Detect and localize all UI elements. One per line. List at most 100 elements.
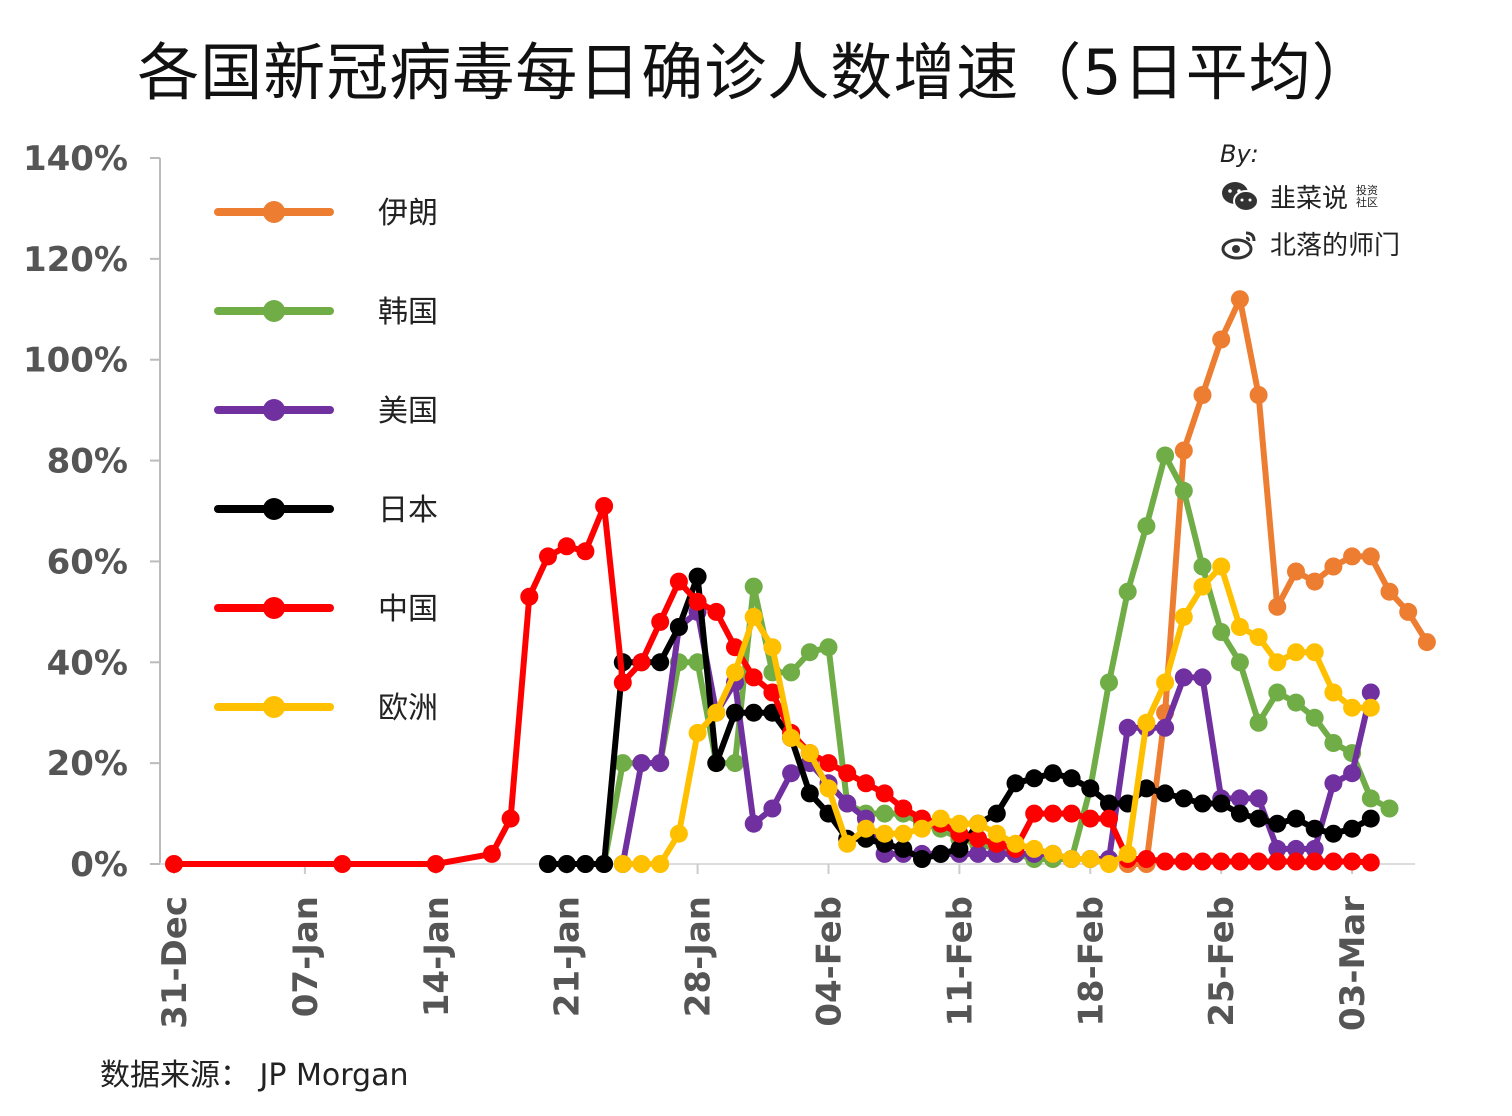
- data-point: [1100, 673, 1118, 692]
- weibo-icon: [1221, 231, 1256, 259]
- data-point: [1118, 582, 1137, 601]
- data-point: [1043, 804, 1062, 823]
- data-point: [707, 754, 726, 773]
- data-point: [987, 804, 1006, 823]
- data-point: [1081, 809, 1100, 828]
- data-point: [1156, 852, 1175, 871]
- data-point: [576, 855, 595, 873]
- credit-by: By:: [1220, 140, 1259, 168]
- data-point: [800, 643, 819, 662]
- x-tick-label: 11-Feb: [940, 896, 980, 1027]
- data-point: [1287, 839, 1305, 858]
- data-point: [1193, 852, 1212, 871]
- data-point: [782, 764, 801, 783]
- data-point: [763, 799, 782, 818]
- data-point: [1249, 628, 1268, 647]
- data-point: [595, 497, 614, 515]
- data-point: [520, 587, 539, 606]
- data-point: [1380, 582, 1399, 601]
- data-point: [1137, 779, 1156, 798]
- data-point: [1174, 789, 1193, 808]
- data-point: [1043, 764, 1062, 783]
- data-point: [950, 839, 969, 858]
- data-point: [856, 774, 875, 793]
- data-point: [913, 819, 931, 838]
- data-point: [1137, 713, 1156, 732]
- data-point: [1193, 577, 1212, 596]
- data-point: [688, 592, 707, 611]
- data-point: [763, 683, 782, 702]
- chart-title: 各国新冠病毒每日确诊人数增速（5日平均）: [137, 36, 1375, 109]
- data-point: [1343, 698, 1362, 717]
- series-0: [1118, 290, 1436, 873]
- data-point: [482, 844, 501, 863]
- data-point: [744, 607, 763, 626]
- data-point: [1230, 789, 1249, 808]
- data-point: [1249, 809, 1268, 828]
- data-point: [1025, 804, 1044, 823]
- data-point: [1230, 290, 1249, 309]
- data-point: [595, 855, 614, 873]
- data-point: [426, 855, 445, 873]
- data-point: [744, 703, 763, 722]
- data-point: [1361, 809, 1380, 828]
- data-point: [632, 653, 651, 672]
- data-point: [1324, 557, 1343, 576]
- data-point: [819, 779, 838, 798]
- data-point: [969, 814, 988, 833]
- legend-item: 美国: [214, 394, 438, 429]
- data-point: [501, 809, 520, 828]
- legend-marker: [263, 696, 285, 718]
- data-point: [1230, 618, 1249, 636]
- data-point: [1324, 852, 1343, 871]
- data-point: [669, 824, 688, 843]
- legend-marker: [263, 399, 285, 421]
- data-point: [1361, 789, 1380, 808]
- data-point: [838, 794, 857, 813]
- data-point: [688, 723, 707, 742]
- data-point: [1287, 643, 1305, 662]
- data-point: [707, 703, 726, 722]
- data-point: [726, 703, 744, 722]
- data-point: [1287, 809, 1305, 828]
- data-point: [1343, 852, 1362, 871]
- y-tick-label: 100%: [23, 341, 128, 381]
- data-point: [333, 855, 352, 873]
- data-point: [856, 819, 875, 838]
- data-point: [613, 754, 632, 773]
- legend-label: 韩国: [378, 295, 438, 330]
- data-point: [1305, 643, 1324, 662]
- data-point: [819, 754, 838, 773]
- data-point: [1025, 839, 1044, 858]
- data-point: [1193, 668, 1212, 687]
- data-point: [669, 618, 688, 636]
- credit-weibo: 北落的师门: [1220, 225, 1440, 262]
- data-point: [1062, 804, 1081, 823]
- data-point: [744, 668, 763, 687]
- legend-label: 欧洲: [378, 691, 438, 726]
- credit-wechat-tag: 投资社区: [1356, 183, 1379, 209]
- data-point: [969, 844, 988, 863]
- data-point: [894, 799, 913, 818]
- data-point: [1156, 784, 1175, 803]
- legend-item: 中国: [214, 592, 438, 627]
- data-point: [800, 744, 819, 763]
- data-point: [1212, 330, 1231, 349]
- data-point: [1230, 653, 1249, 672]
- data-point: [1249, 386, 1268, 404]
- data-point: [1118, 844, 1137, 863]
- x-tick-label: 25-Feb: [1202, 896, 1242, 1027]
- data-point: [1343, 819, 1362, 838]
- legend-item: 伊朗: [214, 196, 438, 231]
- data-point: [1193, 794, 1212, 813]
- data-point: [1324, 774, 1343, 793]
- data-point: [1081, 779, 1100, 798]
- data-point: [1324, 824, 1343, 843]
- data-point: [875, 804, 894, 823]
- data-point: [1249, 713, 1268, 732]
- x-tick-label: 21-Jan: [548, 896, 588, 1017]
- x-tick-label: 03-Mar: [1333, 896, 1373, 1031]
- data-point: [688, 653, 707, 672]
